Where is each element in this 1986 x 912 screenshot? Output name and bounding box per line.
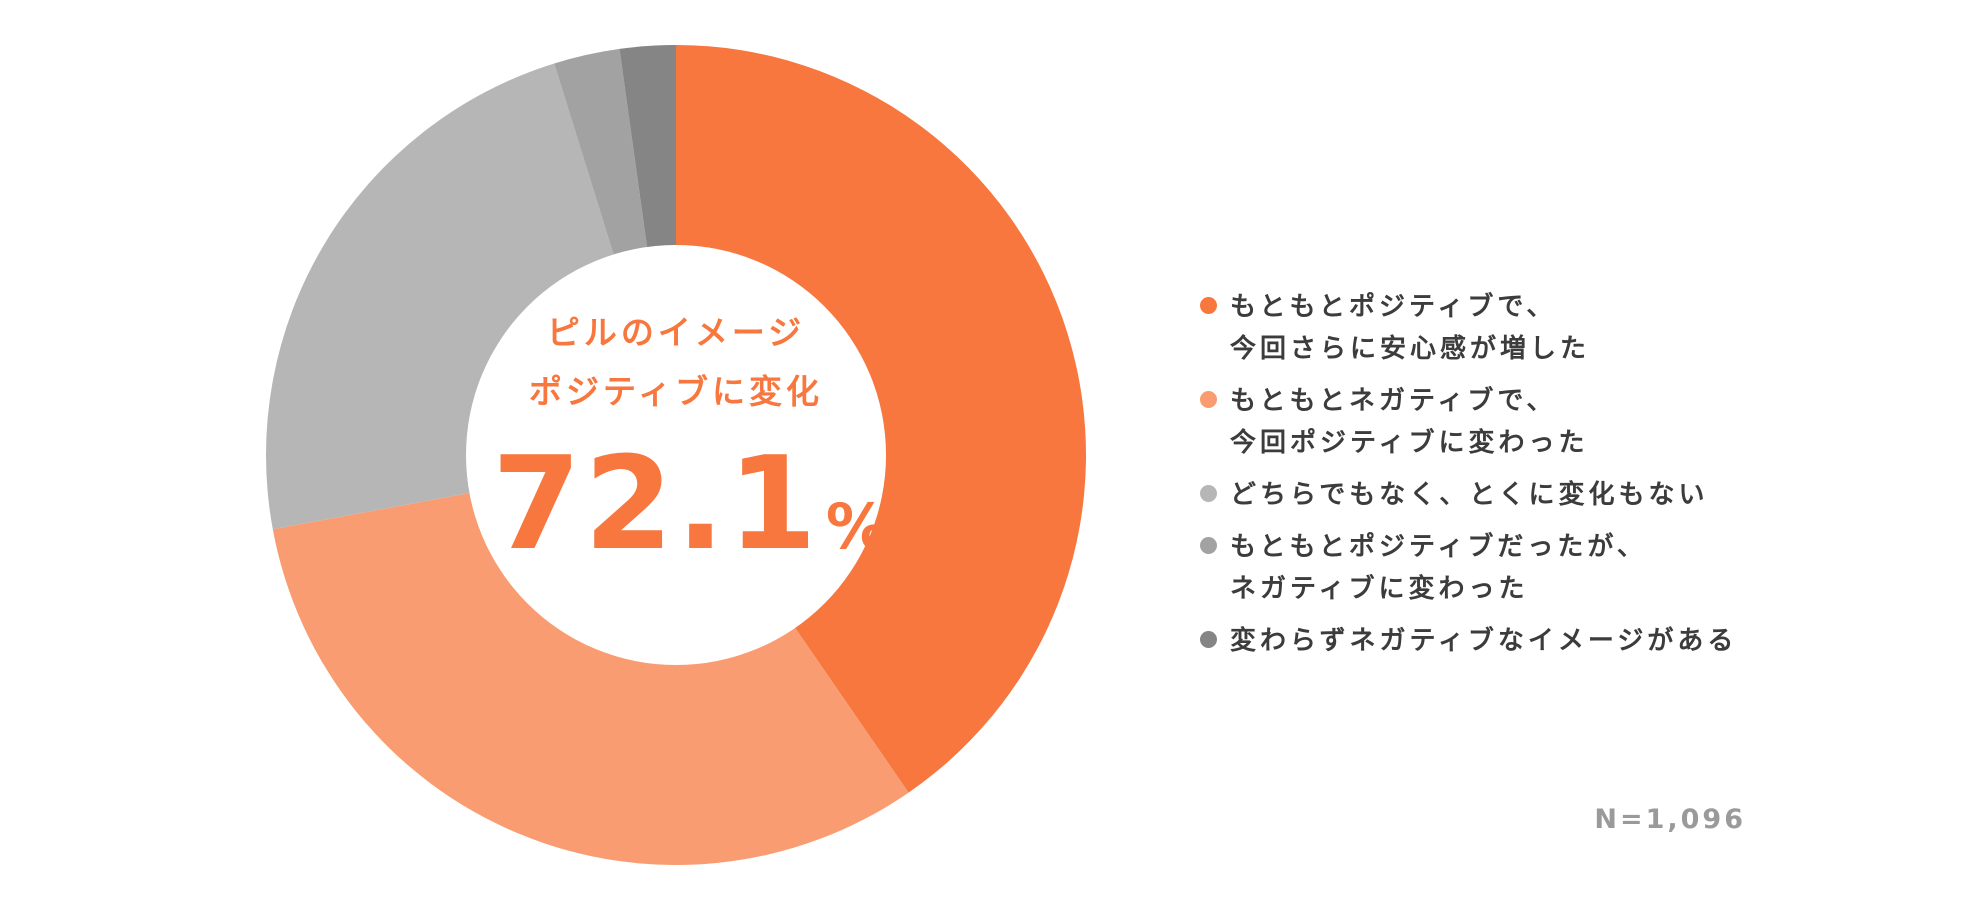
legend-label-line: 変わらずネガティブなイメージがある (1230, 626, 1738, 656)
legend-label: もともとポジティブだったが、 ネガティブに変わった (1230, 526, 1647, 610)
legend-label-line: もともとポジティブで、 (1230, 292, 1557, 322)
legend-label: もともとネガティブで、今回ポジティブに変わった (1230, 380, 1588, 464)
legend-item-5: 変わらずネガティブなイメージがある (1200, 620, 1900, 662)
legend-item-4: もともとポジティブだったが、 ネガティブに変わった (1200, 526, 1900, 610)
legend-label-line: 今回ポジティブに変わった (1230, 428, 1589, 458)
center-label-line1: ピルのイメージ (547, 313, 805, 352)
sample-size: N=1,096 (1594, 804, 1746, 835)
donut-slice-2 (272, 455, 909, 866)
legend-item-3: どちらでもなく、とくに変化もない (1200, 474, 1900, 516)
legend-label: どちらでもなく、とくに変化もない (1230, 474, 1708, 516)
center-label-line2: ポジティブに変化 (529, 372, 823, 411)
legend-dot-icon (1200, 537, 1217, 554)
center-value-number: 72.1 (492, 430, 820, 579)
legend: もともとポジティブで、今回さらに安心感が増した もともとネガティブで、今回ポジティ… (1200, 286, 1900, 672)
legend-dot-icon (1200, 391, 1217, 408)
center-value-unit: % (826, 490, 888, 563)
legend-dot-icon (1200, 631, 1217, 648)
legend-label: もともとポジティブで、今回さらに安心感が増した (1230, 286, 1590, 370)
legend-label-line: ネガティブに変わった (1230, 574, 1529, 604)
legend-label-line: 今回さらに安心感が増した (1230, 334, 1591, 364)
legend-label: 変わらずネガティブなイメージがある (1230, 620, 1737, 662)
legend-label-line: もともとネガティブで、 (1230, 386, 1557, 416)
legend-dot-icon (1200, 485, 1217, 502)
center-value: 72.1% (492, 430, 888, 579)
legend-item-1: もともとポジティブで、今回さらに安心感が増した (1200, 286, 1900, 370)
legend-dot-icon (1200, 297, 1217, 314)
legend-label-line: もともとポジティブだったが、 (1230, 532, 1647, 562)
legend-item-2: もともとネガティブで、今回ポジティブに変わった (1200, 380, 1900, 464)
legend-label-line: どちらでもなく、とくに変化もない (1230, 480, 1709, 510)
donut-hole (466, 245, 886, 665)
